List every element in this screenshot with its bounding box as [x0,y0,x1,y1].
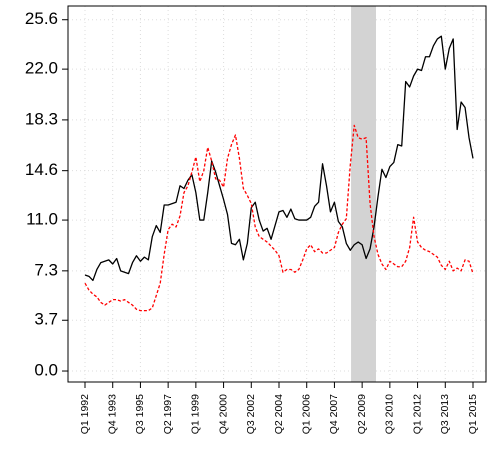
y-tick-label: 0.0 [34,361,58,380]
x-tick-label: Q2 1997 [162,394,174,434]
x-tick-label: Q1 2015 [467,394,479,434]
x-tick-label: Q3 1995 [134,394,146,434]
series-line [84,124,474,312]
series-line [84,35,474,282]
x-tick-label: Q2 2004 [273,394,285,434]
x-tick-label: Q1 2006 [300,394,312,434]
x-tick-label: Q4 2007 [328,394,340,434]
x-tick-label: Q1 1992 [79,394,91,434]
x-tick-label: Q1 1999 [190,394,202,434]
y-tick-label: 3.7 [34,310,58,329]
x-tick-label: Q1 2012 [411,394,423,434]
y-tick-label: 22.0 [25,59,58,78]
y-tick-label: 7.3 [34,260,58,279]
shaded-region [351,6,376,382]
y-tick-label: 14.6 [25,160,58,179]
x-tick-label: Q3 2013 [439,394,451,434]
x-tick-label: Q3 2002 [245,394,257,434]
y-tick-label: 11.0 [26,210,58,229]
x-tick-label: Q2 2009 [356,394,368,434]
y-tick-label: 18.3 [25,109,58,128]
x-tick-label: Q4 1993 [106,394,118,434]
y-tick-label: 25.6 [25,9,58,28]
x-tick-label: Q3 2010 [384,394,396,434]
x-tick-label: Q4 2000 [217,394,229,434]
plot-frame [67,5,487,383]
